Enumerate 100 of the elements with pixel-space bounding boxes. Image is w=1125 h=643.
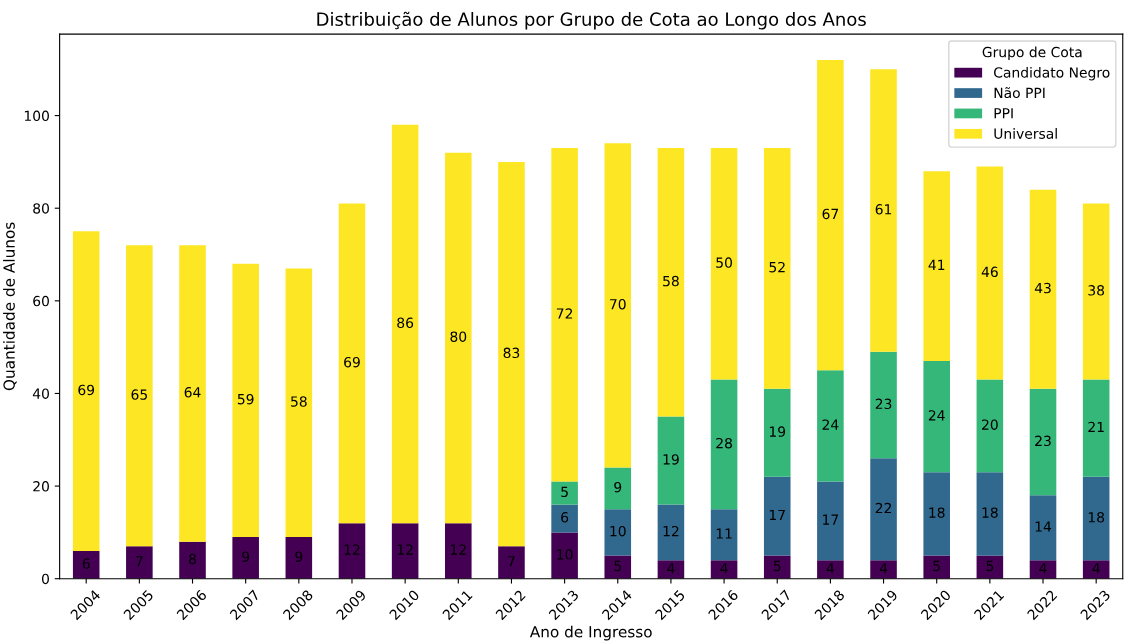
bar: [976, 472, 1004, 556]
data-label: 20: [982, 419, 998, 430]
bar: [1029, 388, 1057, 496]
bar: [1029, 495, 1057, 561]
bar: [870, 458, 897, 561]
bar: [710, 379, 738, 510]
data-label: 8: [189, 553, 196, 565]
bar: [391, 523, 419, 579]
data-label: 52: [769, 261, 785, 273]
y-tick-label: 100: [24, 110, 49, 122]
bar: [1029, 560, 1057, 579]
bar: [391, 124, 419, 524]
bar: [763, 555, 791, 579]
y-tick-label: 20: [33, 481, 49, 492]
bar: [604, 509, 632, 556]
data-label: 21: [1088, 421, 1104, 433]
y-tick-label: 40: [32, 388, 49, 399]
data-label: 83: [503, 347, 520, 359]
y-tick-label: 80: [33, 203, 49, 214]
bar: [498, 161, 525, 547]
bar: [1082, 379, 1110, 477]
data-label: 12: [397, 544, 413, 555]
bar: [710, 148, 738, 380]
data-label: 41: [928, 259, 945, 270]
data-label: 4: [1039, 563, 1047, 574]
bar: [657, 416, 685, 505]
data-label: 5: [561, 486, 568, 498]
data-label: 12: [344, 544, 360, 555]
data-label: 9: [614, 481, 622, 493]
data-label: 7: [508, 556, 515, 567]
bar: [604, 467, 632, 510]
data-label: 22: [875, 502, 891, 514]
data-label: 64: [184, 386, 201, 398]
data-label: 9: [295, 551, 303, 562]
data-label: 18: [929, 507, 945, 518]
data-label: 7: [136, 556, 143, 567]
bar: [923, 472, 950, 556]
bar: [551, 148, 578, 482]
data-label: 59: [237, 393, 254, 405]
data-label: 70: [610, 298, 626, 310]
bar: [1082, 560, 1110, 579]
data-label: 4: [1092, 563, 1100, 574]
bar: [72, 550, 100, 579]
data-label: 80: [450, 331, 467, 342]
data-label: 19: [663, 454, 679, 465]
data-label: 72: [556, 308, 573, 319]
data-label: 28: [716, 437, 732, 449]
bar: [870, 560, 897, 579]
bar: [445, 523, 472, 579]
bar: [1029, 189, 1057, 389]
bar: [657, 148, 685, 417]
bar: [923, 361, 950, 473]
bar: [657, 504, 685, 561]
bar: [976, 166, 1004, 380]
bar: [338, 203, 366, 524]
bar: [1082, 203, 1110, 380]
bar: [657, 560, 685, 579]
data-label: 14: [1035, 521, 1052, 532]
y-tick-label: 0: [41, 573, 49, 585]
bar: [710, 509, 738, 561]
data-label: 65: [131, 389, 147, 400]
bar: [551, 532, 578, 579]
bar: [870, 69, 897, 352]
chart-title: Distribuição de Alunos por Grupo de Cota ao Longo dos Anos: [317, 11, 866, 30]
data-label: 5: [614, 560, 621, 572]
data-label: 17: [769, 509, 785, 521]
data-label: 61: [875, 204, 892, 215]
bar: [763, 476, 791, 556]
data-label: 5: [986, 560, 994, 572]
bar: [232, 263, 259, 538]
bar: [338, 523, 366, 579]
data-label: 23: [1035, 435, 1051, 447]
data-label: 50: [716, 257, 732, 268]
bar: [604, 143, 632, 468]
bar: [604, 555, 632, 579]
data-label: 67: [822, 208, 839, 220]
data-label: 17: [823, 514, 839, 525]
bar: [285, 537, 313, 579]
bar: [551, 481, 578, 505]
data-label: 10: [557, 549, 573, 560]
bar: [817, 560, 844, 579]
data-label: 38: [1088, 285, 1105, 296]
bar: [817, 481, 844, 561]
bar: [923, 555, 950, 579]
bar: [126, 546, 153, 579]
legend-title: Grupo de Cota: [982, 46, 1082, 61]
bar: [232, 537, 259, 579]
data-label: 46: [981, 266, 998, 278]
bar: [551, 504, 578, 533]
data-label: 18: [1088, 512, 1105, 523]
data-label: 5: [933, 560, 940, 572]
data-label: 58: [291, 396, 307, 407]
legend-label: Universal: [994, 128, 1057, 139]
bar: [870, 351, 897, 459]
data-label: 86: [397, 317, 414, 329]
bar: [817, 60, 844, 371]
y-tick-label: 60: [33, 295, 49, 307]
data-label: 4: [667, 563, 675, 574]
bar: [817, 370, 844, 482]
data-label: 69: [344, 356, 360, 368]
